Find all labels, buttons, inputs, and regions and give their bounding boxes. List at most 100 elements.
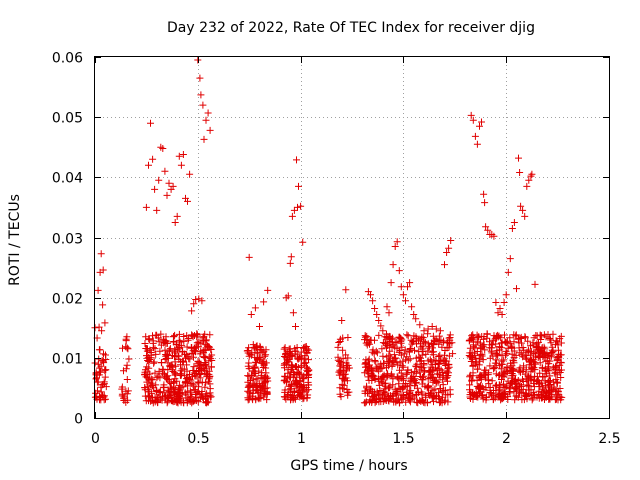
data-point: [513, 285, 520, 293]
data-point: [172, 362, 180, 370]
data-point: [494, 309, 502, 317]
data-point: [99, 266, 107, 274]
data-point: [280, 361, 288, 369]
data-point: [297, 370, 305, 378]
data-point: [288, 362, 296, 370]
data-point: [183, 399, 191, 407]
data-point: [202, 399, 210, 407]
data-point: [176, 338, 184, 346]
data-point: [469, 369, 477, 377]
y-tick-label: 0.05: [52, 111, 83, 127]
data-point: [399, 363, 407, 371]
data-point: [433, 337, 441, 345]
data-point: [430, 348, 437, 356]
data-point: [491, 363, 499, 371]
data-point: [303, 394, 311, 402]
data-point: [367, 365, 375, 373]
data-point: [480, 341, 488, 349]
data-point: [399, 375, 407, 383]
data-point: [526, 358, 534, 366]
data-point: [294, 203, 301, 211]
data-point: [492, 349, 500, 357]
data-point: [480, 190, 488, 198]
data-point: [344, 354, 352, 362]
data-point: [101, 366, 109, 374]
data-point: [304, 386, 312, 394]
data-point: [512, 351, 520, 359]
data-point: [194, 378, 202, 386]
data-point: [163, 399, 171, 407]
data-point: [502, 367, 510, 375]
data-point: [380, 388, 388, 396]
data-point: [511, 385, 519, 392]
data-point: [169, 388, 177, 396]
data-point: [339, 375, 347, 383]
data-point: [201, 346, 209, 354]
data-point: [195, 379, 203, 387]
data-point: [372, 347, 380, 355]
data-point: [162, 352, 170, 360]
x-tick-label: 0.5: [187, 431, 209, 447]
data-point: [251, 304, 259, 312]
data-point: [503, 337, 511, 345]
data-point: [409, 373, 417, 380]
data-point: [364, 367, 372, 375]
data-point: [186, 170, 194, 178]
data-point: [144, 374, 152, 382]
data-point: [445, 244, 453, 252]
data-point: [502, 347, 510, 355]
data-point: [418, 376, 426, 383]
data-point: [183, 332, 191, 340]
data-point: [436, 327, 444, 335]
data-point: [436, 373, 444, 381]
data-point: [91, 359, 99, 367]
data-point: [186, 398, 194, 405]
data-point: [297, 202, 305, 210]
data-point: [151, 185, 159, 193]
data-point: [154, 334, 162, 342]
data-point: [412, 354, 420, 362]
data-point: [416, 321, 424, 329]
data-point: [479, 356, 487, 364]
data-point: [417, 388, 425, 396]
data-point: [125, 355, 133, 363]
data-point: [256, 343, 264, 351]
data-point: [557, 332, 565, 340]
data-point: [145, 336, 153, 344]
data-point: [143, 345, 151, 352]
data-point: [515, 339, 523, 347]
data-point: [478, 118, 485, 126]
data-point: [118, 385, 126, 393]
data-point: [440, 387, 448, 395]
data-point: [516, 349, 524, 357]
data-point: [471, 132, 479, 140]
data-point: [367, 372, 375, 380]
x-tick-label: 2.5: [598, 431, 620, 447]
data-point: [153, 386, 161, 394]
data-point: [491, 382, 499, 390]
data-point: [486, 354, 494, 362]
data-point: [189, 347, 197, 355]
data-point: [402, 398, 410, 406]
data-point: [196, 74, 204, 82]
data-point: [386, 382, 394, 390]
data-point: [298, 354, 306, 362]
data-point: [393, 358, 401, 366]
data-point: [442, 374, 450, 382]
data-point: [371, 376, 379, 383]
data-point: [554, 353, 562, 361]
data-point: [373, 349, 381, 357]
data-point: [292, 323, 299, 330]
data-point: [479, 342, 487, 350]
data-point: [188, 307, 196, 315]
data-point: [149, 155, 157, 163]
data-point: [539, 373, 547, 381]
data-point: [506, 255, 514, 263]
data-point: [405, 348, 413, 356]
data-point: [155, 367, 163, 375]
data-point: [556, 369, 564, 376]
data-point: [362, 398, 370, 406]
data-point: [527, 347, 535, 355]
data-point: [250, 343, 258, 351]
data-point: [512, 331, 520, 339]
